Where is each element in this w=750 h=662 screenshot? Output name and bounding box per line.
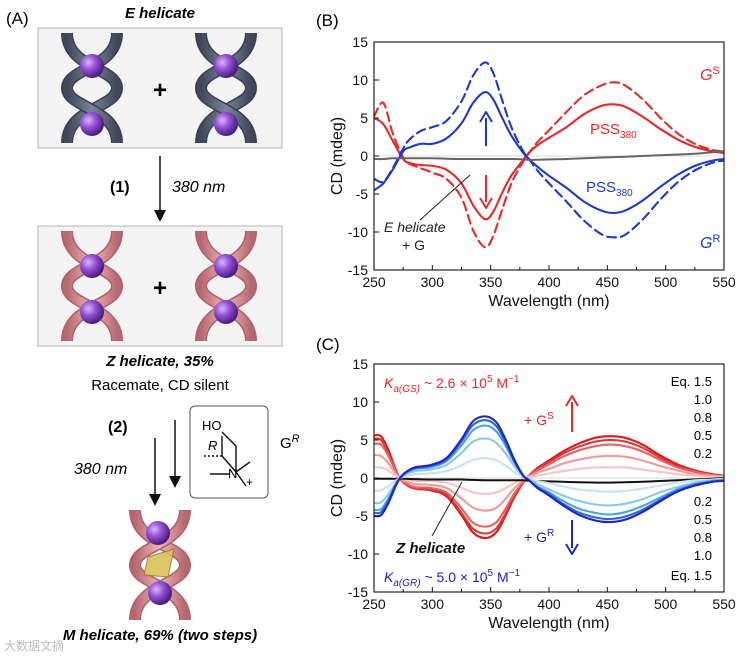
m-helicate-structure xyxy=(135,510,185,620)
chart-b-xlabel: Wavelength (nm) xyxy=(488,293,609,310)
chart-b-xtick-label-6: 500 xyxy=(654,274,678,290)
step2-label: (2) xyxy=(108,419,128,436)
eq-top-1: Eq. 1.5 xyxy=(671,374,712,389)
chart-c-xtick-label-7: 550 xyxy=(712,596,736,612)
eq-top-4: 0.5 xyxy=(694,428,712,443)
chart-b-series-line-3 xyxy=(374,92,724,213)
eq-bottom-3: 0.8 xyxy=(694,530,712,545)
chart-b-gs-label: GS xyxy=(700,65,720,84)
chart-b-e-helicate-pointer xyxy=(420,175,470,220)
chart-b-xtick-label-2: 300 xyxy=(421,274,445,290)
panel-c: (C) 250 300 350 400 450 500 550 15 10 5 0 -5 -10 -15 W… xyxy=(316,335,736,632)
chart-c-ytick-label-6: -10 xyxy=(348,546,368,562)
eq-top-5: 0.2 xyxy=(694,446,712,461)
chart-c-xtick-label-6: 500 xyxy=(654,596,678,612)
chart-b-ytick-label-4: 0 xyxy=(360,148,368,164)
chart-c-ytick-label-5: -5 xyxy=(356,508,369,524)
chart-b-ytick-label-5: -5 xyxy=(356,186,369,202)
chart-b-gr-label: GR xyxy=(700,233,720,252)
eq-bottom-4: 1.0 xyxy=(694,548,712,563)
chart-b-ytick-label-6: -10 xyxy=(348,224,368,240)
panel-a-label: (A) xyxy=(6,9,29,28)
molecule-r: R xyxy=(208,438,217,453)
chart-b-pss-red-label: PSS380 xyxy=(590,121,637,141)
chart-b-plot: 250 300 350 400 450 500 550 15 10 5 0 -5 -10 -15 Wavel… xyxy=(329,34,736,310)
chart-b-e-helicate-label: E helicate xyxy=(384,219,446,235)
chart-c-ytick-label-3: 5 xyxy=(360,432,368,448)
eq-top-2: 1.0 xyxy=(694,392,712,407)
molecule-plus: + xyxy=(246,475,253,489)
step1-label: (1) xyxy=(110,179,130,196)
guest-gr-label: GR xyxy=(280,433,300,452)
step1-wavelength: 380 nm xyxy=(172,179,225,196)
plus-sign-z: + xyxy=(153,275,167,302)
chart-b-plus-g-label: + G xyxy=(402,237,425,253)
chart-c-plus-gr-label: + GR xyxy=(524,528,554,545)
chart-c-z-helicate-label: Z helicate xyxy=(395,540,465,557)
chart-c-series-line-1 xyxy=(374,435,724,538)
chart-b-xtick-label-5: 450 xyxy=(596,274,620,290)
chart-c-eq-labels-bottom: 0.2 0.5 0.8 1.0 Eq. 1.5 xyxy=(671,494,712,583)
chart-c-xlabel: Wavelength (nm) xyxy=(488,615,609,632)
molecule-ho: HO xyxy=(202,418,222,433)
e-helicate-title: E helicate xyxy=(125,5,195,22)
chart-b-ytick-label-1: 15 xyxy=(352,34,368,50)
chart-c-eq-labels-top: Eq. 1.5 1.0 0.8 0.5 0.2 xyxy=(671,374,712,461)
chart-c-ytick-label-2: 10 xyxy=(352,394,368,410)
figure-canvas: (A) E helicate + (1) 380 nm xyxy=(0,0,750,657)
chart-b-ytick-label-3: 5 xyxy=(360,110,368,126)
chart-c-ylabel: CD (mdeg) xyxy=(329,439,346,517)
chart-b-series-line-4 xyxy=(374,62,724,237)
chart-b-xtick-label-4: 400 xyxy=(537,274,561,290)
chart-c-plus-gs-label: + GS xyxy=(524,411,554,428)
chart-c-xtick-label-4: 400 xyxy=(537,596,561,612)
chart-c-ytick-label-4: 0 xyxy=(360,470,368,486)
panel-b: (B) 250 300 350 400 450 500 550 15 10 5 0 -5 -10 -15 W… xyxy=(316,11,736,310)
plus-sign-e: + xyxy=(153,77,167,104)
chart-c-plot: 250 300 350 400 450 500 550 15 10 5 0 -5 -10 -15 Wavel… xyxy=(329,356,736,632)
panel-b-label: (B) xyxy=(316,11,339,30)
z-helicate-title: Z helicate, 35% xyxy=(105,353,214,370)
chart-c-series-group xyxy=(374,416,724,538)
chart-c-xtick-label-3: 350 xyxy=(479,596,503,612)
racemate-label: Racemate, CD silent xyxy=(91,377,229,394)
panel-c-label: (C) xyxy=(316,335,340,354)
watermark-text: 大数据文摘 xyxy=(4,638,64,653)
chart-b-pss-blue-label: PSS380 xyxy=(586,179,633,199)
chart-c-series-line-2 xyxy=(374,438,724,533)
chart-c-ytick-label-1: 15 xyxy=(352,356,368,372)
eq-bottom-2: 0.5 xyxy=(694,512,712,527)
chart-c-xtick-label-5: 450 xyxy=(596,596,620,612)
chart-b-ylabel: CD (mdeg) xyxy=(329,117,346,195)
m-helicate-title: M helicate, 69% (two steps) xyxy=(63,627,257,644)
eq-bottom-1: 0.2 xyxy=(694,494,712,509)
chart-c-ytick-label-7: -15 xyxy=(348,584,368,600)
chart-c-kgs-label: Ka(GS) ~ 2.6 × 105 M−1 xyxy=(384,374,520,395)
chart-b-xtick-label-7: 550 xyxy=(712,274,736,290)
chart-b-xtick-label-3: 350 xyxy=(479,274,503,290)
chart-c-kgr-label: Ka(GR) ~ 5.0 × 105 M−1 xyxy=(384,568,520,589)
chart-c-xtick-label-2: 300 xyxy=(421,596,445,612)
eq-top-3: 0.8 xyxy=(694,410,712,425)
chart-b-series-line-1 xyxy=(374,104,724,219)
molecule-n: N xyxy=(228,466,237,481)
eq-bottom-5: Eq. 1.5 xyxy=(671,568,712,583)
panel-a: (A) E helicate + (1) 380 nm xyxy=(4,5,300,653)
step2-wavelength: 380 nm xyxy=(74,461,127,478)
chart-b-ytick-label-7: -15 xyxy=(348,262,368,278)
chart-b-ytick-label-2: 10 xyxy=(352,72,368,88)
